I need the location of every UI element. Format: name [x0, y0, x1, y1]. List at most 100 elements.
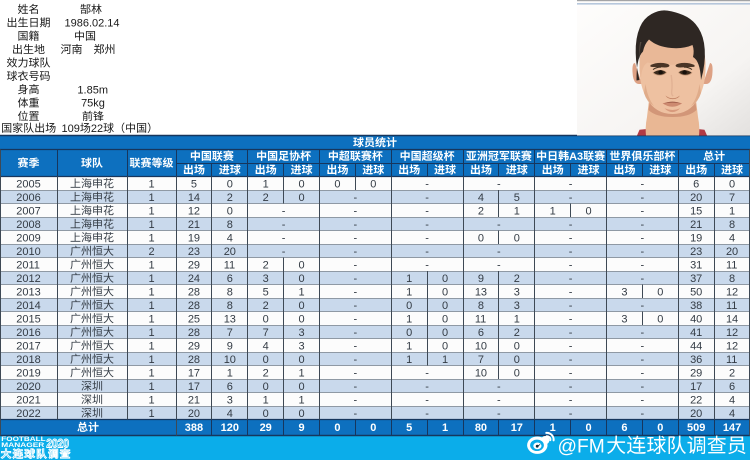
- svg-text:10: 10: [224, 354, 236, 366]
- svg-text:17: 17: [690, 381, 702, 393]
- svg-text:6: 6: [227, 381, 233, 393]
- svg-text:1: 1: [406, 286, 412, 298]
- svg-text:-: -: [354, 192, 358, 204]
- svg-text:1: 1: [148, 300, 154, 312]
- svg-text:38: 38: [690, 300, 702, 312]
- svg-text:24: 24: [188, 273, 200, 285]
- svg-text:0: 0: [514, 340, 520, 352]
- svg-text:12: 12: [726, 340, 738, 352]
- svg-text:1: 1: [514, 205, 520, 217]
- svg-text:2020: 2020: [46, 436, 69, 450]
- svg-text:0: 0: [263, 313, 269, 325]
- svg-text:-: -: [354, 300, 358, 312]
- svg-text:5: 5: [514, 192, 520, 204]
- svg-text:1: 1: [406, 340, 412, 352]
- svg-text:75kg: 75kg: [81, 98, 105, 110]
- svg-text:1: 1: [148, 259, 154, 271]
- svg-text:-: -: [425, 259, 429, 271]
- svg-text:6: 6: [478, 327, 484, 339]
- svg-text:-: -: [354, 340, 358, 352]
- svg-text:0: 0: [299, 273, 305, 285]
- svg-text:-: -: [641, 381, 645, 393]
- svg-text:-: -: [425, 246, 429, 258]
- svg-text:2010: 2010: [16, 246, 40, 258]
- svg-text:0: 0: [263, 408, 269, 420]
- svg-text:-: -: [641, 205, 645, 217]
- svg-text:0: 0: [334, 422, 340, 434]
- svg-text:2013: 2013: [16, 286, 40, 298]
- svg-text:4: 4: [227, 232, 233, 244]
- svg-text:-: -: [497, 381, 501, 393]
- svg-text:11: 11: [726, 300, 737, 312]
- svg-text:-: -: [641, 219, 645, 231]
- svg-text:-: -: [425, 219, 429, 231]
- svg-text:-: -: [354, 394, 358, 406]
- svg-text:1: 1: [514, 313, 520, 325]
- svg-text:31: 31: [690, 259, 702, 271]
- svg-text:22: 22: [690, 394, 702, 406]
- svg-text:14: 14: [726, 313, 738, 325]
- svg-text:4: 4: [729, 394, 735, 406]
- svg-text:109: 109: [62, 123, 80, 135]
- svg-text:11: 11: [726, 354, 737, 366]
- svg-text:A3: A3: [569, 151, 583, 163]
- svg-text:-: -: [425, 205, 429, 217]
- svg-text:2: 2: [263, 259, 269, 271]
- svg-text:0: 0: [657, 422, 663, 434]
- svg-text:-: -: [497, 219, 501, 231]
- svg-text:-: -: [569, 367, 573, 379]
- svg-text:7: 7: [478, 354, 484, 366]
- svg-text:0: 0: [263, 381, 269, 393]
- svg-text:9: 9: [299, 422, 305, 434]
- svg-text:1: 1: [148, 408, 154, 420]
- svg-text:-: -: [354, 273, 358, 285]
- svg-text:1: 1: [148, 327, 154, 339]
- svg-text:1: 1: [148, 178, 154, 190]
- svg-text:29: 29: [188, 259, 200, 271]
- svg-text:2009: 2009: [16, 232, 40, 244]
- svg-text:-: -: [425, 178, 429, 190]
- svg-text:-: -: [354, 286, 358, 298]
- svg-text:5: 5: [263, 286, 269, 298]
- svg-text:1.85m: 1.85m: [77, 84, 108, 96]
- svg-text:0: 0: [299, 300, 305, 312]
- svg-text:-: -: [354, 205, 358, 217]
- svg-text:1: 1: [148, 205, 154, 217]
- svg-text:41: 41: [690, 327, 702, 339]
- svg-text:3: 3: [514, 300, 520, 312]
- svg-text:0: 0: [299, 259, 305, 271]
- svg-text:1: 1: [550, 422, 556, 434]
- svg-text:0: 0: [442, 327, 448, 339]
- svg-text:2: 2: [227, 192, 233, 204]
- svg-text:0: 0: [442, 300, 448, 312]
- svg-text:6: 6: [729, 381, 735, 393]
- svg-text:-: -: [354, 232, 358, 244]
- svg-text:1: 1: [148, 219, 154, 231]
- svg-text:1: 1: [148, 273, 154, 285]
- svg-text:1: 1: [148, 394, 154, 406]
- svg-text:-: -: [354, 219, 358, 231]
- svg-text:2: 2: [478, 205, 484, 217]
- svg-text:-: -: [282, 219, 286, 231]
- svg-text:388: 388: [185, 422, 203, 434]
- svg-text:-: -: [354, 313, 358, 325]
- svg-text:0: 0: [299, 192, 305, 204]
- svg-text:15: 15: [690, 205, 702, 217]
- svg-text:2011: 2011: [16, 259, 40, 271]
- svg-text:-: -: [354, 381, 358, 393]
- svg-text:11: 11: [475, 313, 486, 325]
- svg-text:20: 20: [224, 246, 236, 258]
- svg-text:-: -: [569, 300, 573, 312]
- svg-text:6: 6: [621, 422, 627, 434]
- svg-text:-: -: [569, 273, 573, 285]
- svg-text:0: 0: [299, 354, 305, 366]
- svg-text:0: 0: [299, 381, 305, 393]
- svg-text:-: -: [641, 259, 645, 271]
- svg-text:0: 0: [299, 408, 305, 420]
- svg-text:10: 10: [475, 367, 487, 379]
- svg-text:-: -: [569, 259, 573, 271]
- svg-text:2019: 2019: [16, 367, 40, 379]
- svg-text:8: 8: [227, 300, 233, 312]
- svg-text:-: -: [641, 300, 645, 312]
- svg-text:-: -: [641, 232, 645, 244]
